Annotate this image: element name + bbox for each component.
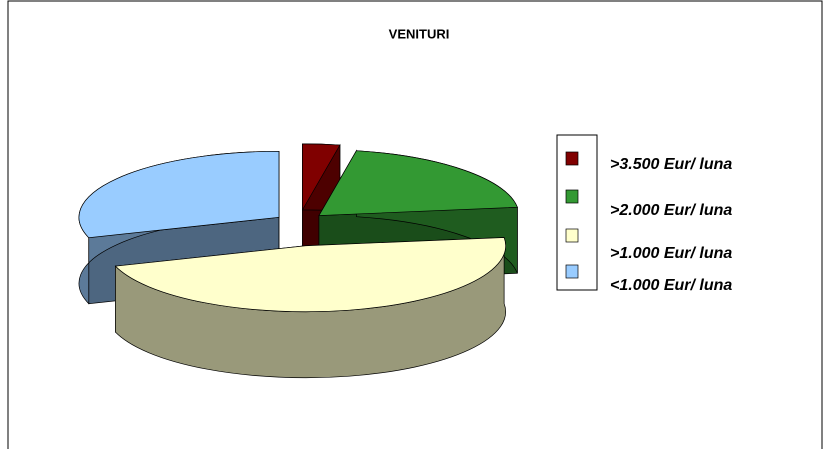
slice-top <box>318 150 518 216</box>
slice-top <box>78 150 280 239</box>
legend-label: >1.000 Eur/ luna <box>610 245 732 262</box>
slice-top <box>302 143 341 212</box>
legend-swatch <box>565 264 579 279</box>
legend-swatch <box>565 228 579 243</box>
legend-label: >2.000 Eur/ luna <box>610 202 732 219</box>
legend-label: >3.500 Eur/ luna <box>610 156 732 173</box>
legend-label: <1.000 Eur/ luna <box>610 277 732 294</box>
legend-swatch <box>565 151 579 166</box>
chart-title: VENITURI <box>389 26 450 41</box>
slice-top <box>114 237 507 313</box>
legend-swatch <box>565 189 579 204</box>
